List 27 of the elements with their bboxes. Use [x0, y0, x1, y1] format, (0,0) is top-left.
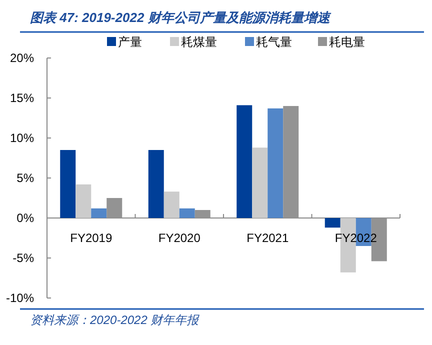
bar [148, 150, 164, 218]
y-tick-label: 10% [10, 131, 34, 145]
text: 资料来源：2020-2022 财年年报 [30, 313, 200, 327]
bar [91, 208, 107, 218]
x-tick-label: FY2021 [246, 231, 289, 245]
bar [60, 150, 76, 218]
y-tick-label: 20% [10, 51, 34, 65]
x-tick-label: FY2022 [334, 231, 378, 245]
bar [236, 105, 252, 218]
x-tick-label: FY2019 [70, 231, 112, 245]
y-tick-label: 5% [16, 171, 34, 185]
y-tick-label: -5% [12, 251, 34, 265]
bar [179, 208, 195, 218]
bar [324, 218, 340, 228]
bar [252, 148, 268, 218]
y-tick-label: 0% [16, 211, 34, 225]
legend-label: 耗气量 [256, 35, 292, 49]
legend-label: 耗煤量 [181, 35, 217, 49]
x-tick-label: FY2020 [158, 231, 201, 245]
chart-title: 图表 47: 2019-2022 财年公司产量及能源消耗量增速 [30, 10, 332, 25]
y-tick-label: 15% [10, 91, 34, 105]
legend-label: 耗电量 [329, 35, 365, 49]
bar [76, 184, 92, 218]
bar [164, 192, 180, 218]
y-tick-label: -10% [6, 291, 34, 305]
bar [268, 108, 284, 218]
legend-label: 产量 [118, 35, 142, 49]
